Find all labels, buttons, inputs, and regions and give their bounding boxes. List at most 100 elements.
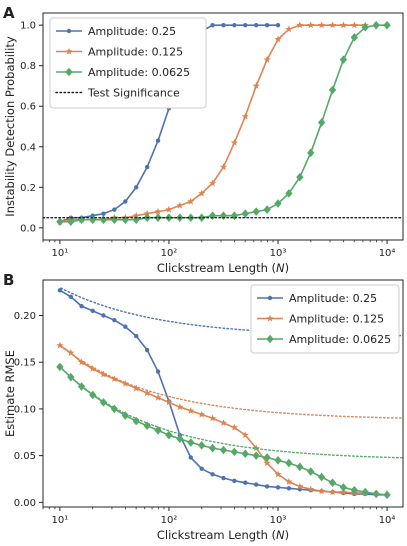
panel-b: B 0.00 0.05 0.10 0.15 0.20 10¹ 10² 10³ 10⁴ Clickst…: [3, 271, 404, 542]
legend-label-amplitude-0-0625: Amplitude: 0.0625: [289, 333, 391, 346]
data-point-amplitude-0-125: [67, 349, 75, 356]
data-point-amplitude-0-0625: [219, 445, 228, 455]
data-point-amplitude-0-0625: [383, 20, 391, 30]
data-point-amplitude-0-0625: [274, 199, 282, 208]
y-tick-label: 0.15: [14, 358, 36, 369]
data-point-amplitude-0-0625: [317, 472, 326, 482]
data-point-amplitude-0-0625: [165, 430, 173, 440]
data-point-amplitude-0-125: [285, 25, 293, 33]
data-point-amplitude-0-125: [219, 419, 228, 426]
data-point-amplitude-0-25: [134, 185, 139, 190]
data-point-amplitude-0-125: [328, 21, 337, 29]
data-point-amplitude-0-0625: [252, 207, 260, 216]
data-point-amplitude-0-125: [274, 35, 282, 43]
data-point-amplitude-0-0625: [67, 217, 75, 227]
data-point-amplitude-0-25: [199, 466, 204, 471]
x-tick-label: 10²: [161, 515, 178, 526]
legend-label-amplitude-0-0625: Amplitude: 0.0625: [88, 66, 190, 79]
data-point-amplitude-0-0625: [208, 211, 217, 220]
y-tick-label: 0.2: [20, 183, 36, 194]
data-point-amplitude-0-125: [143, 389, 151, 397]
data-point-amplitude-0-125: [263, 55, 271, 63]
legend-box: [49, 17, 207, 109]
data-point-amplitude-0-0625: [132, 416, 140, 426]
data-point-amplitude-0-125: [230, 423, 238, 431]
data-point-amplitude-0-125: [176, 201, 184, 209]
y-tick-label: 0.00: [14, 498, 36, 509]
data-point-amplitude-0-0625: [230, 447, 239, 457]
data-point-amplitude-0-0625: [372, 489, 380, 499]
data-point-amplitude-0-0625: [296, 462, 304, 472]
data-point-amplitude-0-0625: [339, 55, 348, 64]
x-tick-label: 10¹: [52, 515, 69, 526]
data-point-amplitude-0-0625: [328, 85, 337, 95]
data-point-amplitude-0-25: [243, 22, 248, 28]
data-point-amplitude-0-125: [230, 138, 238, 146]
data-point-amplitude-0-0625: [99, 215, 108, 225]
y-tick-label: 0.6: [20, 102, 36, 113]
data-point-amplitude-0-25: [243, 480, 248, 485]
series-line-amplitude-0-0625: [59, 366, 388, 496]
data-point-amplitude-0-0625: [307, 148, 315, 158]
data-point-amplitude-0-0625: [274, 455, 282, 465]
data-point-amplitude-0-0625: [361, 22, 369, 32]
data-point-amplitude-0-125: [154, 393, 162, 401]
y-tick-label: 0.05: [14, 451, 36, 462]
plot-area: [56, 287, 403, 500]
legend-label-amplitude-0-25: Amplitude: 0.25: [289, 292, 377, 305]
data-point-amplitude-0-25: [264, 484, 270, 489]
panel-a: A 0.0 0.2 0.4 0.6 0.8 1.0 10¹ 10² 10³ 10⁴ Clickstre…: [3, 4, 404, 275]
data-point-amplitude-0-125: [176, 403, 184, 411]
data-point-amplitude-0-25: [57, 288, 63, 293]
data-point-amplitude-0-125: [77, 358, 86, 366]
y-tick-label: 0.10: [14, 404, 36, 415]
data-point-amplitude-0-125: [328, 488, 337, 496]
x-axis-label: Clickstream Length (N): [157, 261, 289, 275]
y-tick-label: 0.20: [14, 311, 36, 322]
data-point-amplitude-0-25: [101, 313, 106, 318]
series-line-amplitude-0-125-fit: [60, 345, 403, 419]
data-point-amplitude-0-125: [219, 163, 228, 171]
data-point-amplitude-0-125: [285, 477, 293, 485]
y-tick-label: 1.0: [20, 21, 36, 32]
data-point-amplitude-0-125: [56, 341, 64, 349]
x-tick-label: 10⁴: [379, 515, 396, 526]
legend-marker-amplitude-0-25: [66, 28, 72, 34]
data-point-amplitude-0-25: [79, 303, 84, 309]
data-point-amplitude-0-125: [198, 189, 206, 197]
legend-marker-amplitude-0-125: [65, 47, 73, 55]
data-point-amplitude-0-0625: [383, 490, 391, 500]
data-point-amplitude-0-125: [208, 179, 217, 187]
data-point-amplitude-0-0625: [187, 438, 195, 447]
data-point-amplitude-0-125: [252, 82, 260, 90]
data-point-amplitude-0-125: [307, 485, 315, 493]
plot-frame: [42, 12, 404, 241]
data-point-amplitude-0-0625: [328, 478, 337, 488]
data-point-amplitude-0-0625: [307, 467, 315, 476]
legend-marker-amplitude-0-125: [266, 314, 274, 322]
data-point-amplitude-0-0625: [350, 485, 359, 495]
legend-box: [250, 284, 400, 354]
data-point-amplitude-0-25: [253, 22, 259, 28]
data-point-amplitude-0-25: [286, 486, 292, 491]
data-point-amplitude-0-125: [296, 21, 304, 29]
data-point-amplitude-0-0625: [263, 205, 271, 214]
data-point-amplitude-0-125: [110, 375, 118, 383]
data-point-amplitude-0-25: [144, 164, 150, 170]
data-point-amplitude-0-0625: [241, 209, 249, 218]
data-point-amplitude-0-125: [99, 370, 108, 378]
data-point-amplitude-0-125: [132, 384, 140, 392]
legend-marker-amplitude-0-25: [267, 295, 273, 301]
data-point-amplitude-0-125: [198, 410, 206, 418]
data-point-amplitude-0-0625: [285, 189, 293, 198]
data-point-amplitude-0-0625: [176, 434, 184, 444]
legend-label-amplitude-0-125: Amplitude: 0.125: [289, 313, 384, 326]
data-point-amplitude-0-125: [132, 211, 140, 219]
data-point-amplitude-0-125: [307, 21, 315, 29]
x-tick-label: 10³: [270, 248, 287, 259]
data-point-amplitude-0-0625: [252, 451, 260, 460]
data-point-amplitude-0-25: [210, 472, 215, 477]
panel-label: A: [3, 4, 15, 22]
data-point-amplitude-0-25: [68, 294, 74, 300]
